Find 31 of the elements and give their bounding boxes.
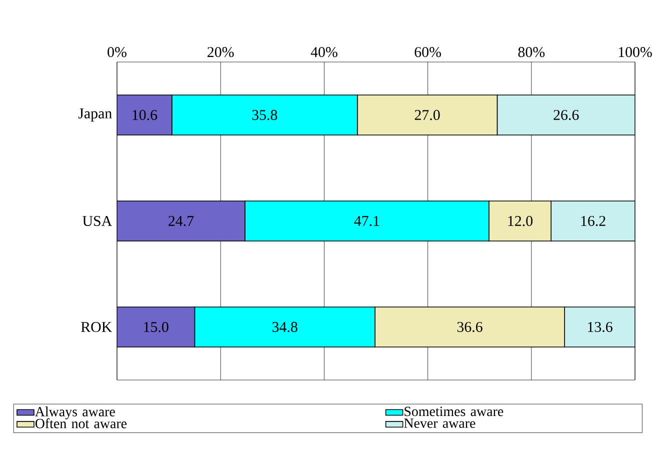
x-tick-label: 0% bbox=[108, 47, 126, 58]
data-label: 35.8 bbox=[252, 110, 278, 120]
x-tick-label: 40% bbox=[310, 47, 338, 58]
y-tick-label: ROK bbox=[81, 322, 112, 332]
x-tick-label: 80% bbox=[518, 47, 545, 58]
x-tick-label: 100% bbox=[618, 47, 652, 58]
y-tick-label: USA bbox=[82, 216, 112, 226]
data-label: 26.6 bbox=[554, 110, 579, 120]
data-label: 27.0 bbox=[414, 110, 440, 120]
data-label: 34.8 bbox=[272, 322, 298, 332]
bar bbox=[550, 200, 636, 242]
data-label: 15.0 bbox=[144, 322, 168, 332]
data-label: 16.2 bbox=[581, 216, 606, 226]
x-tick-label: 60% bbox=[414, 47, 441, 58]
data-label: 10.6 bbox=[132, 110, 158, 120]
legend-label: Sometimes aware bbox=[404, 406, 504, 416]
bar bbox=[496, 94, 636, 136]
bar bbox=[564, 306, 636, 348]
legend-label: Often not aware bbox=[35, 418, 127, 428]
data-label: 36.6 bbox=[457, 322, 482, 332]
legend-label: Always aware bbox=[35, 406, 115, 420]
legend-label: Never aware bbox=[404, 418, 476, 428]
data-label: 13.6 bbox=[588, 322, 612, 332]
data-label: 12.0 bbox=[508, 216, 533, 226]
x-tick-label: 20% bbox=[208, 47, 234, 58]
bar bbox=[117, 94, 172, 136]
y-tick-label: Japan bbox=[78, 108, 112, 122]
data-label: 24.7 bbox=[168, 216, 194, 226]
data-label: 47.1 bbox=[354, 216, 380, 226]
bar bbox=[117, 200, 246, 242]
bar bbox=[117, 306, 196, 348]
